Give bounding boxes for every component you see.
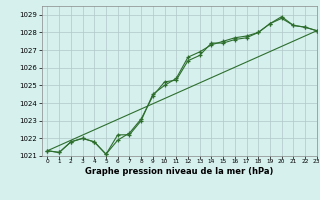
X-axis label: Graphe pression niveau de la mer (hPa): Graphe pression niveau de la mer (hPa) xyxy=(85,167,273,176)
